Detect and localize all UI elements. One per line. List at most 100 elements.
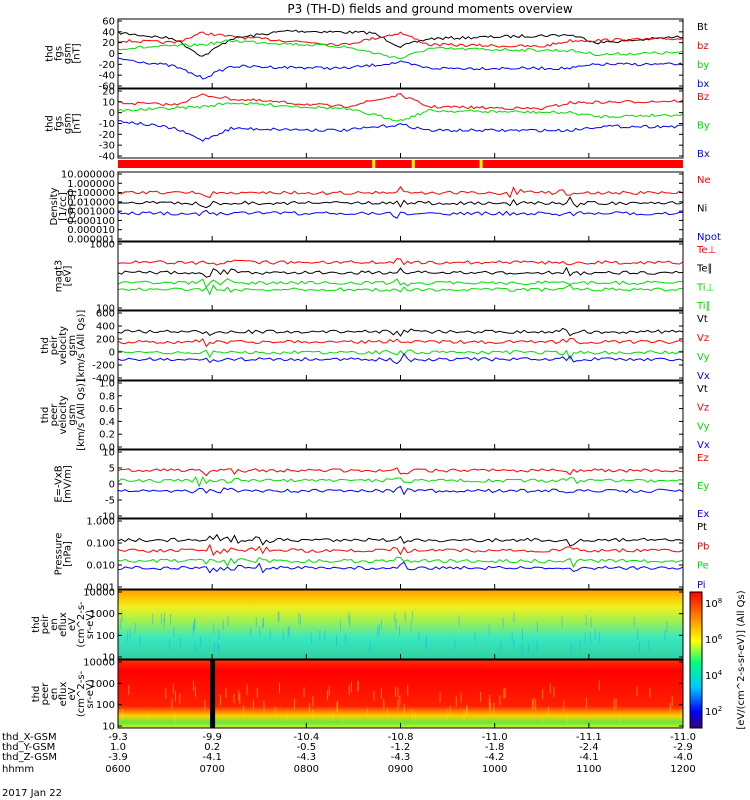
colorbar-tick-base: 10 <box>705 707 718 718</box>
series-line-Npot <box>117 209 684 219</box>
series-line-Pb <box>117 543 684 557</box>
y-tick-label: 0.8 <box>99 391 115 402</box>
ephemeris-row-label: thd_Y-GSM <box>2 742 55 753</box>
y-axis-label-line: velocity <box>58 395 69 434</box>
y-tick-label: -200 <box>92 361 115 372</box>
series-line-Pe <box>117 556 684 569</box>
y-axis-label-line: [eV] <box>63 266 74 287</box>
date-label: 2017 Jan 22 <box>2 788 62 799</box>
ephemeris-value: -0.5 <box>297 742 317 753</box>
series-line-Vx <box>117 352 684 365</box>
y-tick-label: -20 <box>99 130 115 141</box>
ephemeris-value: 0600 <box>105 764 130 775</box>
y-tick-label: 0.010 <box>86 561 115 572</box>
panel-7: 10 5 0 -5 -10 E=-VxB[mV/m] Ez Ey Ex <box>54 448 710 523</box>
colorbar-tick-base: 10 <box>705 671 718 682</box>
legend-label-Bx: Bx <box>697 149 710 160</box>
series-line-Ni <box>117 196 684 209</box>
legend-label-Vy: Vy <box>697 352 710 363</box>
ephemeris-value: -3.9 <box>108 752 128 763</box>
series-line-Vt <box>117 327 684 337</box>
legend-label-Ne: Ne <box>697 175 711 186</box>
legend-label-Bt: Bt <box>697 22 708 33</box>
y-axis-label-line: thd <box>31 686 42 703</box>
ephemeris-value: 0700 <box>199 764 224 775</box>
legend-label-Vy: Vy <box>697 421 710 432</box>
series-line-Ey <box>117 475 684 488</box>
y-axis-label-line: (cm^2-s- <box>76 601 87 648</box>
ephemeris-value: 0800 <box>294 764 319 775</box>
y-tick-label: 0 <box>109 348 115 359</box>
y-axis-label: Density[1/cc][cm-3] <box>49 187 78 225</box>
legend-label-Ex: Ex <box>697 509 709 520</box>
y-tick-label: 100 <box>96 304 115 315</box>
y-axis-label-line: [nT] <box>72 113 83 133</box>
y-tick-label: 0 <box>109 49 115 60</box>
panel-frame <box>117 449 684 519</box>
y-axis-label-line: peir <box>49 335 60 355</box>
ephemeris-value: -4.3 <box>391 752 411 763</box>
y-axis-label-line: gsm <box>67 404 78 425</box>
y-axis-label-line: eflux <box>58 612 69 637</box>
y-tick-label: 20 <box>102 87 115 98</box>
legend-label-By: By <box>697 121 710 132</box>
y-tick-label: 0.100000 <box>67 188 115 199</box>
y-tick-label: 0.0 <box>99 443 115 454</box>
colorbar-label: [eV/(cm^2-s-sr-eV)] (All Qs) <box>736 590 747 729</box>
y-axis-label: thdpeervelocitygsm[km/s (All Qs)] <box>40 379 87 451</box>
y-axis-label: Pressure[nPa] <box>54 533 74 576</box>
legend-label-Ez: Ez <box>697 453 709 464</box>
y-tick-label: 400 <box>96 322 115 333</box>
figure-title: P3 (TH-D) fields and ground moments over… <box>287 2 572 16</box>
series-line-Ez <box>117 467 684 477</box>
y-axis-label-line: Pressure <box>54 533 65 576</box>
y-axis-label-line: en <box>49 688 60 701</box>
colorbar-tick-label: 108 <box>705 597 722 610</box>
y-axis-label-line: thd <box>31 616 42 633</box>
series-line-Bt <box>117 29 683 57</box>
y-tick-label: 0.000100 <box>67 216 115 227</box>
y-tick-label: 40 <box>102 27 115 38</box>
y-tick-label: 1000 <box>90 240 115 251</box>
panel-10: 10000 1000 100 10 thdpeerenefluxeV(cm^2-s-sr… <box>31 658 684 733</box>
series-line-Vz <box>117 337 684 348</box>
y-tick-label: 100 <box>96 700 115 711</box>
legend-label-Pt: Pt <box>697 522 707 533</box>
legend-label-Pb: Pb <box>697 541 709 552</box>
y-axis-label-line: eV <box>67 618 78 631</box>
y-axis-label-line: gsm <box>63 43 74 64</box>
colorbar-tick-label: 106 <box>705 633 723 646</box>
legend-label-Pi: Pi <box>697 580 706 591</box>
ephemeris-value: 1200 <box>670 764 695 775</box>
series-line-bz <box>117 31 684 48</box>
ephemeris-value: -4.3 <box>297 752 317 763</box>
y-tick-label: 0.100 <box>86 539 115 550</box>
legend-label-Te⊥: Te⊥ <box>696 245 716 256</box>
status-flag-mark <box>479 160 483 168</box>
y-tick-label: 0 <box>109 108 115 119</box>
y-axis-label: thdfgsgsm[nT] <box>45 113 83 134</box>
panel-frame <box>117 310 684 381</box>
legend-label-Ni: Ni <box>697 204 707 215</box>
y-tick-label: 10 <box>102 448 115 459</box>
series-line-Pi <box>117 561 684 574</box>
ephemeris-value: -10.4 <box>293 732 319 743</box>
legend-label-Vt: Vt <box>697 384 708 395</box>
y-axis-label-line: [1/cc] <box>58 192 69 221</box>
colorbar-tick-exponent: 6 <box>718 633 723 641</box>
ephemeris-value: -1.2 <box>391 742 411 753</box>
y-axis-label-line: thd <box>45 45 56 62</box>
y-axis-label-line: [mV/m] <box>63 465 74 503</box>
quality-flag-bar <box>118 160 683 168</box>
y-axis-label: magt3[eV] <box>54 260 74 293</box>
series-line-By <box>117 101 684 122</box>
ephemeris-value: -11.0 <box>482 732 508 743</box>
series-line-Ex <box>117 485 684 496</box>
y-tick-label: 0.010000 <box>67 197 115 208</box>
y-tick-label: 1.000000 <box>67 179 115 190</box>
y-axis-label: E=-VxB[mV/m] <box>54 465 74 503</box>
ephemeris-value: -4.2 <box>485 752 505 763</box>
